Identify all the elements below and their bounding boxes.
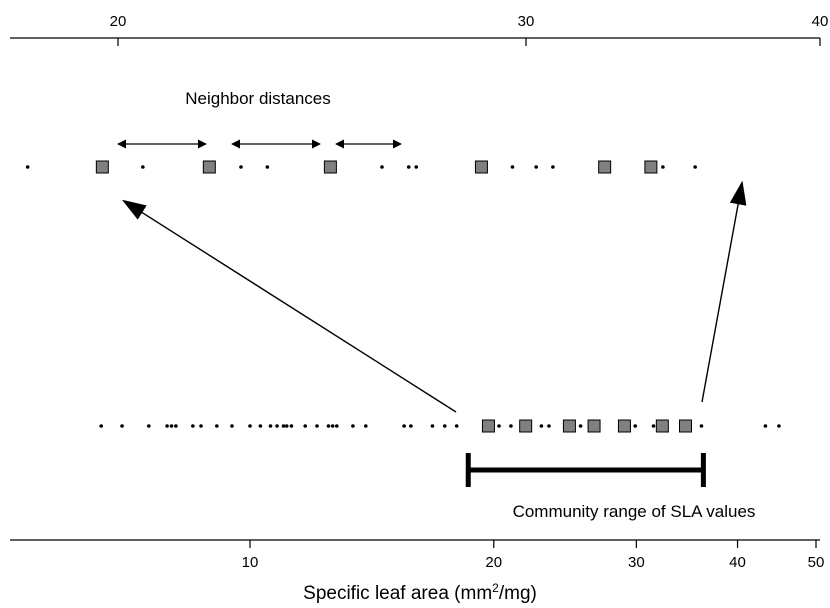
bottom-tick-label: 20	[485, 554, 502, 571]
bottom-row-dot	[169, 424, 174, 428]
bottom-axis: 10 20 30 40 50	[10, 539, 825, 571]
bottom-row-dot	[215, 424, 219, 428]
top-row-points	[25, 160, 697, 174]
top-row-dot	[265, 165, 270, 169]
top-row-square	[474, 160, 488, 174]
bottom-row-dot	[284, 424, 289, 428]
projection-arrow-left	[121, 199, 457, 413]
bottom-row-dot	[230, 424, 234, 428]
bottom-row-dot	[364, 424, 368, 428]
bottom-row-dot	[191, 424, 195, 428]
projection-arrow-right	[701, 180, 747, 403]
bottom-row-dot	[335, 424, 339, 428]
top-row-dot	[693, 165, 697, 169]
bottom-row-dot	[699, 424, 704, 428]
top-row-square	[644, 160, 658, 174]
bottom-row-dot	[330, 424, 335, 428]
top-axis: 20 30 40	[10, 13, 828, 46]
projection-arrows	[121, 180, 747, 413]
bottom-row-square	[562, 419, 576, 433]
bottom-row-dot	[442, 424, 447, 428]
bottom-row-points	[99, 419, 781, 433]
bottom-row-dot	[578, 424, 583, 428]
top-row-square	[202, 160, 216, 174]
top-tick-label: 40	[812, 13, 829, 30]
bottom-row-dot	[402, 424, 406, 428]
bottom-row-dot	[454, 424, 459, 428]
bottom-row-dot	[275, 424, 279, 428]
top-row-dot	[239, 165, 243, 169]
bottom-tick-label: 40	[729, 554, 746, 571]
bottom-row-dot	[539, 424, 544, 428]
bottom-axis-ticks: 10 20 30 40 50	[242, 540, 825, 571]
bottom-row-dot	[147, 424, 151, 428]
bottom-row-dot	[199, 424, 203, 428]
bottom-row-square	[655, 419, 669, 433]
bottom-row-dot	[509, 424, 513, 428]
top-row-dot	[414, 165, 419, 169]
top-tick-label: 30	[518, 13, 535, 30]
bottom-row-dot	[351, 424, 355, 428]
bottom-row-dot	[281, 424, 286, 428]
bottom-row-square	[481, 419, 495, 433]
bottom-row-dot	[303, 424, 308, 428]
top-row-dot	[661, 165, 665, 169]
bottom-tick-label: 30	[628, 554, 645, 571]
bottom-row-dot	[763, 424, 768, 428]
top-row-dot	[551, 165, 555, 169]
bottom-row-dot	[99, 424, 103, 428]
top-row-dot	[510, 165, 515, 169]
top-tick-label: 20	[110, 13, 127, 30]
bottom-row-square	[587, 419, 601, 433]
bottom-row-square	[519, 419, 533, 433]
bottom-tick-label: 50	[808, 554, 825, 571]
bottom-row-square	[679, 419, 693, 433]
bottom-row-dot	[430, 424, 435, 428]
top-row-dot	[380, 165, 384, 169]
top-row-square	[598, 160, 612, 174]
bottom-row-dot	[497, 424, 501, 428]
community-range-label: Community range of SLA values	[513, 502, 756, 521]
bottom-row-dot	[120, 424, 124, 428]
bottom-tick-label: 10	[242, 554, 259, 571]
bottom-row-dot	[248, 424, 252, 428]
x-axis-label: Specific leaf area (mm2/mg)	[303, 581, 537, 604]
bottom-row-dot	[289, 424, 294, 428]
community-range-bracket	[465, 453, 706, 487]
top-row-dot	[406, 165, 411, 169]
bottom-row-dot	[777, 424, 781, 428]
top-row-square	[323, 160, 337, 174]
top-row-dot	[141, 165, 145, 169]
bottom-row-dot	[268, 424, 273, 428]
bottom-row-dot	[258, 424, 263, 428]
bottom-row-dot	[315, 424, 319, 428]
bottom-row-square	[617, 419, 631, 433]
bottom-row-dot	[326, 424, 331, 428]
bottom-row-dot	[165, 424, 169, 428]
neighbor-distances-label: Neighbor distances	[185, 89, 331, 108]
bottom-row-dot	[409, 424, 413, 428]
bottom-row-dot	[633, 424, 637, 428]
top-row-dot	[25, 165, 30, 169]
bottom-row-dot	[547, 424, 551, 428]
top-row-square	[95, 160, 109, 174]
top-axis-ticks: 20 30 40	[110, 13, 829, 46]
bottom-row-dot	[174, 424, 178, 428]
top-row-dot	[534, 165, 538, 169]
bottom-row-dot	[651, 424, 656, 428]
